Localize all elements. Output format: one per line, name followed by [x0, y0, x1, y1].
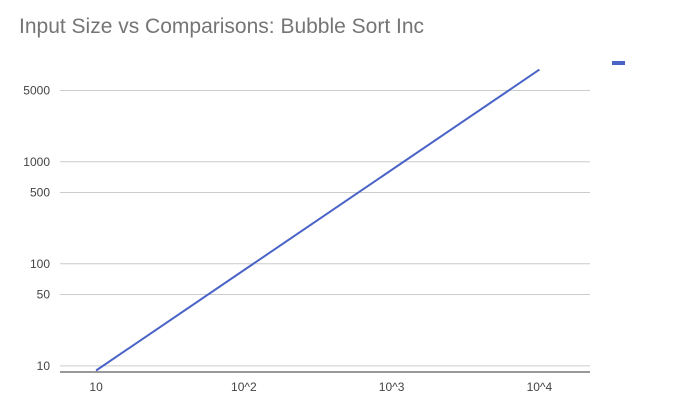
x-tick-label-1: 10^2 — [231, 380, 257, 394]
y-tick-label-2: 100 — [30, 257, 50, 271]
legend-series-swatch — [612, 61, 625, 65]
y-tick-label-1: 50 — [37, 288, 51, 302]
x-tick-label-2: 10^3 — [379, 380, 405, 394]
x-tick-label-0: 10 — [89, 380, 103, 394]
grid-lines — [60, 89, 590, 367]
chart-title: Input Size vs Comparisons: Bubble Sort I… — [19, 15, 425, 38]
y-tick-label-0: 10 — [37, 359, 51, 373]
y-tick-label-5: 5000 — [23, 83, 50, 97]
y-tick-label-3: 500 — [30, 185, 50, 199]
series-line-0 — [95, 68, 540, 372]
x-tick-label-3: 10^4 — [527, 380, 553, 394]
series-group — [95, 68, 540, 372]
y-tick-labels: 10 50 100 500 1000 5000 — [23, 83, 50, 372]
y-tick-label-4: 1000 — [23, 155, 50, 169]
x-tick-labels: 10 10^2 10^3 10^4 — [89, 380, 552, 394]
